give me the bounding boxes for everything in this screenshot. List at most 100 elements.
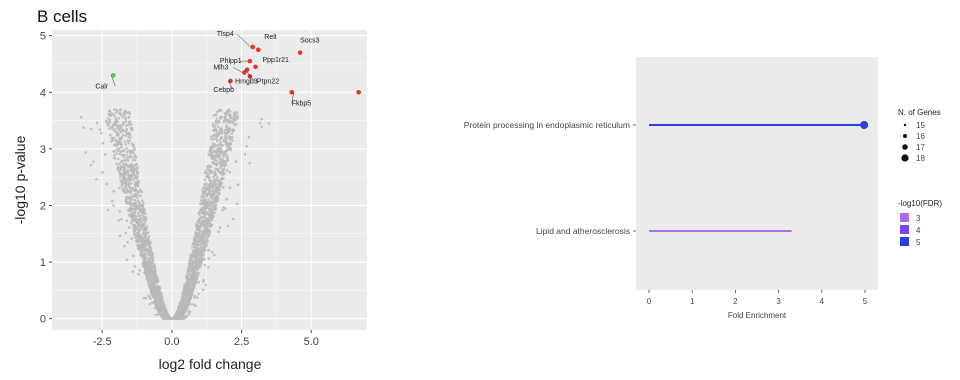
background-point xyxy=(132,178,135,182)
background-point xyxy=(205,230,208,233)
background-point xyxy=(132,188,136,191)
background-point xyxy=(120,217,123,221)
background-point xyxy=(128,120,132,123)
background-point xyxy=(222,177,225,180)
background-point xyxy=(121,154,124,157)
background-point xyxy=(176,312,180,315)
background-point xyxy=(131,202,135,206)
background-point xyxy=(147,272,150,275)
background-point xyxy=(127,149,131,152)
background-point xyxy=(202,203,205,206)
background-point xyxy=(193,243,197,247)
background-point xyxy=(141,204,145,208)
background-point xyxy=(222,153,225,156)
background-point xyxy=(113,108,116,111)
lollipop-category-label: Protein processing in endoplasmic reticu… xyxy=(464,120,630,130)
highlighted-gene-point xyxy=(253,64,258,70)
background-point xyxy=(198,238,202,242)
background-point xyxy=(216,110,219,114)
background-point xyxy=(214,173,218,176)
background-point xyxy=(136,182,140,186)
background-point xyxy=(133,153,136,157)
background-point xyxy=(208,171,212,175)
background-point xyxy=(235,122,238,126)
background-point xyxy=(113,153,116,157)
background-point xyxy=(189,274,193,278)
lollipop-x-tick-label: 0 xyxy=(647,297,652,306)
background-point xyxy=(151,292,155,295)
background-point xyxy=(133,195,136,198)
background-point xyxy=(178,304,181,308)
background-point xyxy=(129,136,132,140)
lollipop-x-axis-label: Fold Enrichment xyxy=(728,311,787,320)
background-point xyxy=(128,185,131,189)
gene-label: Fkbp5 xyxy=(292,100,312,107)
background-point xyxy=(101,171,104,174)
volcano-y-tick-label: 0 xyxy=(40,314,46,326)
background-point xyxy=(197,233,201,237)
background-point xyxy=(117,141,120,145)
background-point xyxy=(122,170,126,174)
background-point xyxy=(132,151,135,154)
volcano-plot: B cells Tlsp4 Relt Socs3 Phlpp1 Ppp1r21 Mlh3 P… xyxy=(12,7,367,372)
lollipop-legend: N. of Genes 15 16 17 18 -log10(FDR) 3 4 5 xyxy=(898,108,942,247)
background-point xyxy=(217,230,220,233)
background-point xyxy=(142,217,146,220)
background-point xyxy=(142,212,145,216)
background-point xyxy=(192,303,195,306)
background-point xyxy=(213,158,217,162)
background-point xyxy=(116,134,119,137)
background-point xyxy=(192,285,195,288)
background-point xyxy=(212,134,215,137)
background-point xyxy=(121,133,125,137)
background-point xyxy=(113,150,116,154)
background-point xyxy=(207,235,210,238)
background-point xyxy=(198,210,202,214)
background-point xyxy=(201,240,204,244)
background-point xyxy=(163,304,166,308)
background-point xyxy=(189,302,192,306)
background-point xyxy=(196,296,199,299)
background-point xyxy=(145,277,149,281)
background-point xyxy=(133,202,137,206)
background-point xyxy=(155,291,159,295)
background-point xyxy=(214,136,218,139)
background-point xyxy=(142,263,145,267)
background-point xyxy=(132,254,135,258)
background-point xyxy=(209,223,212,227)
background-point xyxy=(212,161,216,165)
background-point xyxy=(130,219,134,223)
gene-label: Mlh3 xyxy=(213,64,228,71)
size-legend-dot xyxy=(903,134,907,138)
background-point xyxy=(98,128,102,131)
background-point xyxy=(133,219,136,222)
background-point xyxy=(181,305,185,308)
volcano-x-tick-label: -2.5 xyxy=(93,336,112,348)
background-point xyxy=(126,240,129,244)
background-point xyxy=(215,152,218,155)
highlighted-gene-point xyxy=(250,44,256,50)
background-point xyxy=(146,250,150,253)
color-legend-swatch xyxy=(900,225,909,234)
background-point xyxy=(133,156,136,159)
background-point xyxy=(132,143,135,147)
background-point xyxy=(123,112,127,115)
background-point xyxy=(133,225,136,228)
background-point xyxy=(209,165,213,169)
background-point xyxy=(125,219,129,222)
background-point xyxy=(162,315,166,318)
background-point xyxy=(139,234,143,238)
size-legend-label: 18 xyxy=(916,154,925,163)
lollipop-head xyxy=(860,121,869,129)
background-point xyxy=(216,176,219,179)
background-point xyxy=(128,200,132,204)
background-point xyxy=(142,202,145,205)
background-point xyxy=(148,252,152,256)
background-point xyxy=(211,250,214,254)
gene-label: Calr xyxy=(95,83,109,90)
background-point xyxy=(110,136,114,140)
background-point xyxy=(118,173,122,176)
lollipop-panel xyxy=(636,57,878,290)
background-point xyxy=(199,253,203,256)
background-point xyxy=(139,194,142,198)
